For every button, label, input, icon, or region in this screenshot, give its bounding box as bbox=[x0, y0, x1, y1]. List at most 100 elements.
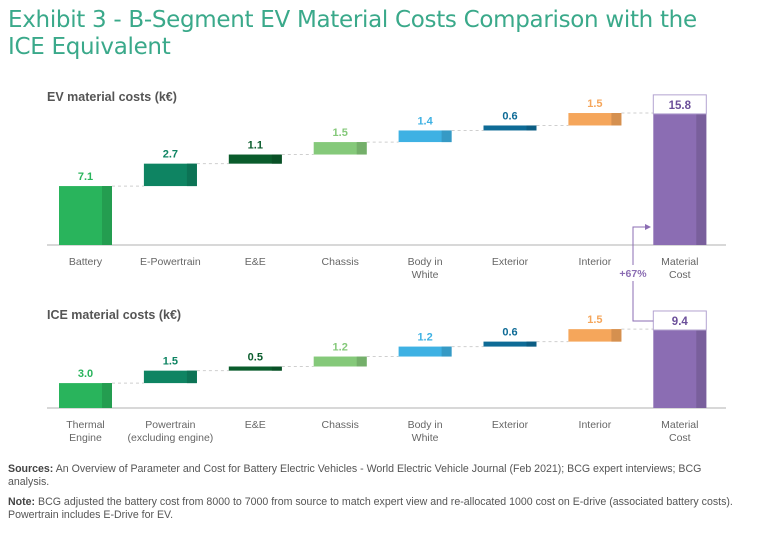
bar bbox=[143, 163, 197, 187]
category-label: E-Powertrain bbox=[140, 256, 201, 268]
data-label: 0.6 bbox=[502, 110, 517, 122]
bar bbox=[568, 329, 622, 342]
bar bbox=[59, 383, 112, 408]
bar bbox=[228, 366, 282, 371]
category-label-line: Chassis bbox=[322, 419, 359, 431]
category-label-line: E-Powertrain bbox=[140, 256, 201, 268]
sources-note: Sources: An Overview of Parameter and Co… bbox=[8, 463, 728, 489]
category-label-line: Material bbox=[661, 419, 698, 431]
bar-shade bbox=[611, 329, 622, 342]
data-label: 1.5 bbox=[587, 98, 602, 110]
note-label: Note: bbox=[8, 496, 36, 508]
data-label: 1.5 bbox=[163, 356, 178, 368]
bar-shade bbox=[102, 383, 112, 408]
bar-shade bbox=[526, 341, 537, 347]
sources-label: Sources: bbox=[8, 463, 54, 475]
category-label-line: Material bbox=[661, 256, 698, 268]
bar-fill bbox=[228, 366, 282, 371]
bar-fill bbox=[143, 163, 197, 187]
data-label: 1.5 bbox=[587, 314, 602, 326]
category-label: Chassis bbox=[322, 419, 359, 431]
data-label: 9.4 bbox=[672, 316, 689, 328]
category-label-line: White bbox=[412, 269, 439, 281]
data-label: 1.1 bbox=[248, 140, 263, 152]
category-label-line: White bbox=[412, 432, 439, 444]
bar-fill bbox=[568, 113, 622, 126]
category-label: Body in White bbox=[408, 256, 443, 281]
footnote: Note: BCG adjusted the battery cost from… bbox=[8, 496, 760, 522]
bar-fill bbox=[143, 370, 197, 384]
category-label-line: Interior bbox=[579, 419, 612, 431]
data-label: 3.0 bbox=[78, 368, 93, 380]
category-label: Interior bbox=[579, 256, 612, 268]
sources-text: An Overview of Parameter and Cost for Ba… bbox=[8, 463, 702, 488]
bar-shade bbox=[356, 142, 367, 155]
data-label: 0.5 bbox=[248, 352, 263, 364]
comparison-label-bg bbox=[617, 265, 649, 281]
category-label: Chassis bbox=[322, 256, 359, 268]
category-label-line: Interior bbox=[579, 256, 612, 268]
total-label-box bbox=[652, 94, 707, 115]
bar-shade bbox=[186, 163, 197, 187]
category-label-line: Body in bbox=[408, 256, 443, 268]
category-label: Exterior bbox=[492, 256, 529, 268]
ice-waterfall-chart: 3.0 Thermal Engine 1.5 Powertrain (excluding … bbox=[47, 310, 726, 444]
arrow-head-icon bbox=[645, 224, 651, 230]
ev-waterfall-chart: 7.1 Battery 2.7 E-Powertrain 1.1 E&E 1.5 Chassi… bbox=[47, 94, 726, 281]
bar-shade bbox=[271, 366, 282, 371]
bar-shade bbox=[356, 356, 367, 367]
bar bbox=[143, 370, 197, 384]
bar bbox=[398, 346, 452, 357]
bar bbox=[398, 130, 452, 143]
bar-fill bbox=[228, 154, 282, 164]
data-label: 1.4 bbox=[417, 115, 433, 127]
bar bbox=[653, 329, 707, 408]
category-label-line: Thermal bbox=[66, 419, 105, 431]
bar-fill bbox=[398, 346, 452, 357]
category-label: E&E bbox=[245, 256, 266, 268]
category-label: Interior bbox=[579, 419, 612, 431]
bar-shade bbox=[186, 370, 197, 384]
comparison-label: +67% bbox=[619, 268, 647, 280]
bar-fill bbox=[568, 329, 622, 342]
category-label-line: (excluding engine) bbox=[127, 432, 213, 444]
bar-fill bbox=[483, 125, 537, 131]
bar bbox=[228, 154, 282, 164]
bar-shade bbox=[526, 125, 537, 131]
category-label-line: Engine bbox=[69, 432, 102, 444]
category-label: Material Cost bbox=[661, 256, 698, 281]
bar-shade bbox=[696, 329, 707, 408]
data-label: 15.8 bbox=[669, 100, 692, 112]
category-label-line: Battery bbox=[69, 256, 103, 268]
data-label: 1.5 bbox=[333, 127, 348, 139]
data-label: 1.2 bbox=[417, 332, 432, 344]
bar bbox=[568, 113, 622, 126]
category-label: Battery bbox=[69, 256, 103, 268]
category-label: Material Cost bbox=[661, 419, 698, 444]
note-text: BCG adjusted the battery cost from 8000 … bbox=[8, 496, 733, 521]
category-label-line: E&E bbox=[245, 256, 266, 268]
bar bbox=[483, 341, 537, 347]
category-label-line: Exterior bbox=[492, 419, 529, 431]
comparison-connector: +67% bbox=[617, 224, 654, 322]
bar-shade bbox=[611, 113, 622, 126]
category-label-line: Cost bbox=[669, 269, 691, 281]
bar bbox=[653, 113, 707, 245]
ice-chart-title: ICE material costs (k€) bbox=[47, 308, 182, 322]
category-label: Body in White bbox=[408, 419, 443, 444]
category-label: Powertrain (excluding engine) bbox=[127, 419, 213, 444]
ev-chart-title: EV material costs (k€) bbox=[47, 90, 177, 104]
category-label: Exterior bbox=[492, 419, 529, 431]
bar bbox=[313, 356, 367, 367]
category-label: E&E bbox=[245, 419, 266, 431]
bar bbox=[313, 142, 367, 155]
bar-shade bbox=[441, 130, 452, 143]
category-label-line: Chassis bbox=[322, 256, 359, 268]
bar bbox=[59, 186, 112, 245]
bar bbox=[483, 125, 537, 131]
category-label: Thermal Engine bbox=[66, 419, 105, 444]
bar-fill bbox=[483, 341, 537, 347]
bar-fill bbox=[398, 130, 452, 143]
bar-shade bbox=[271, 154, 282, 164]
